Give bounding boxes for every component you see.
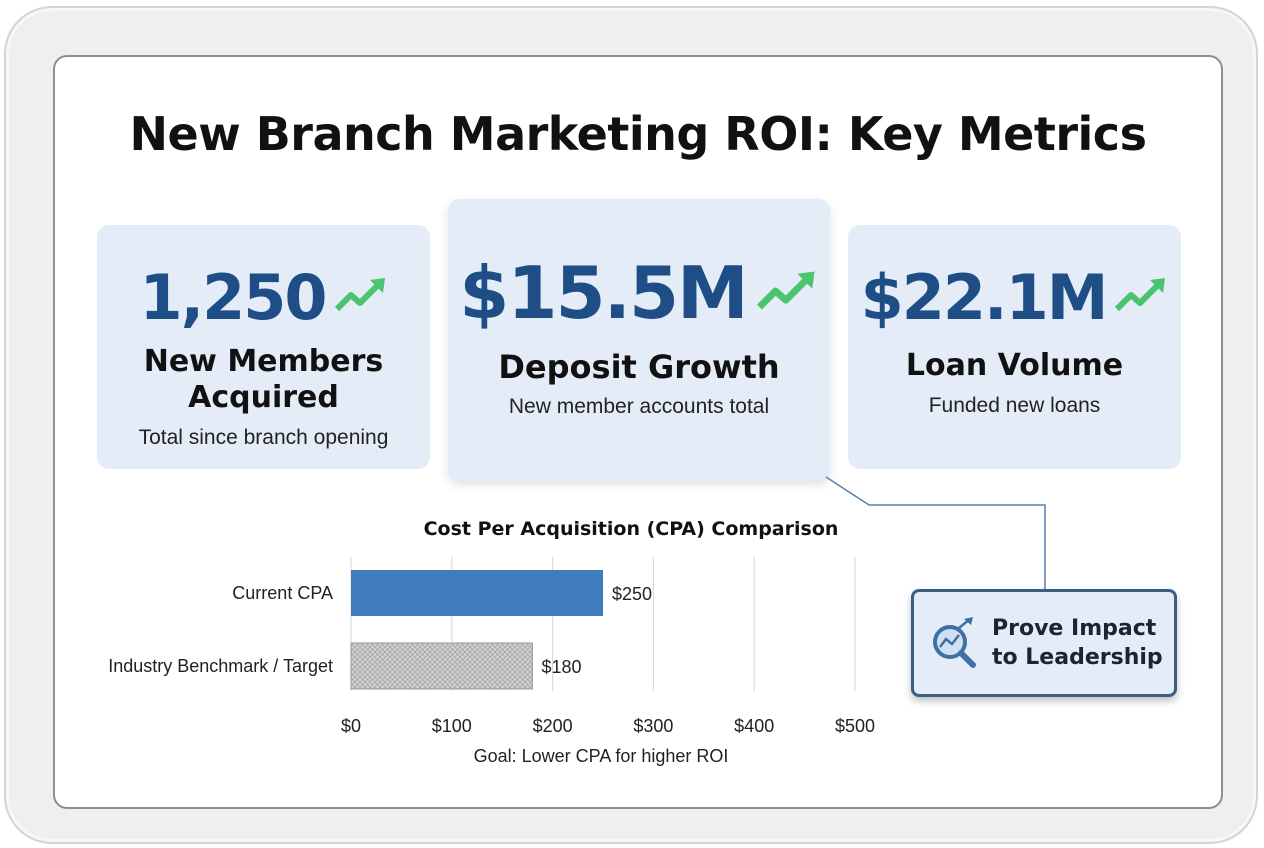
bar <box>350 642 533 690</box>
x-tick-label: $100 <box>432 716 472 736</box>
trend-up-icon <box>755 268 819 319</box>
metric-card-deposits: $15.5M Deposit Growth New member account… <box>448 199 830 481</box>
metric-card-loans: $22.1M Loan Volume Funded new loans <box>848 225 1181 469</box>
data-label: $180 <box>541 657 581 677</box>
metric-subtext: Funded new loans <box>928 394 1101 417</box>
magnifier-chart-icon <box>928 616 982 670</box>
x-tick-label: $300 <box>633 716 673 736</box>
category-label: Industry Benchmark / Target <box>108 656 333 676</box>
category-label: Current CPA <box>232 583 333 603</box>
prove-impact-callout: Prove Impact to Leadership <box>911 589 1177 697</box>
chart-title: Cost Per Acquisition (CPA) Comparison <box>424 518 839 540</box>
metric-label: Deposit Growth <box>498 348 780 386</box>
x-axis-label: Goal: Lower CPA for higher ROI <box>474 746 729 766</box>
metric-subtext: Total since branch opening <box>138 426 389 449</box>
page-title: New Branch Marketing ROI: Key Metrics <box>129 107 1147 161</box>
trend-up-icon <box>334 275 388 320</box>
bar <box>351 570 603 616</box>
callout-line-1: Prove Impact <box>992 616 1157 641</box>
x-tick-label: $500 <box>835 716 875 736</box>
dashboard-screen: New Branch Marketing ROI: Key Metrics 1,… <box>53 55 1223 809</box>
callout-text: Prove Impact to Leadership <box>992 614 1163 672</box>
metric-value: $15.5M <box>459 251 748 335</box>
metric-card-members: 1,250 New Members Acquired Total since b… <box>97 225 430 469</box>
x-tick-label: $0 <box>341 716 361 736</box>
data-label: $250 <box>612 584 652 604</box>
metric-value: $22.1M <box>860 261 1109 334</box>
tablet-frame: New Branch Marketing ROI: Key Metrics 1,… <box>4 6 1258 844</box>
metric-label: Loan Volume <box>905 348 1124 383</box>
x-tick-label: $200 <box>533 716 573 736</box>
metric-label: New Members Acquired <box>143 344 384 415</box>
callout-line-2: to Leadership <box>992 645 1163 670</box>
metric-subtext: New member accounts total <box>508 395 770 418</box>
metric-value: 1,250 <box>139 261 327 334</box>
x-tick-label: $400 <box>734 716 774 736</box>
cpa-bar-chart: Cost Per Acquisition (CPA) Comparison $0… <box>108 518 875 766</box>
trend-up-icon <box>1114 275 1168 320</box>
